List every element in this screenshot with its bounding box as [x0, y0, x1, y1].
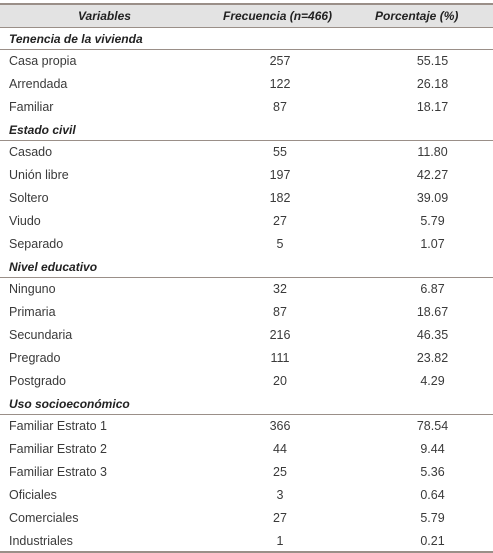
row-frequency: 32: [273, 282, 287, 296]
table-row: Postgrado 20 4.29: [0, 370, 493, 393]
row-frequency: 3: [276, 488, 284, 502]
row-label: Oficiales: [9, 488, 57, 502]
table-row: Familiar Estrato 2 44 9.44: [0, 438, 493, 461]
table-row: Oficiales 3 0.64: [0, 484, 493, 507]
row-percentage: 0.21: [420, 534, 445, 548]
section-title: Tenencia de la vivienda: [9, 32, 143, 46]
row-label: Pregrado: [9, 351, 61, 365]
row-percentage: 18.17: [416, 100, 449, 114]
table-row: Soltero 182 39.09: [0, 187, 493, 210]
row-label: Familiar Estrato 2: [9, 442, 107, 456]
row-label: Casado: [9, 145, 53, 159]
section-header: Estado civil: [0, 119, 493, 141]
section-title: Estado civil: [9, 123, 76, 137]
row-frequency: 5: [276, 237, 284, 251]
table-row: Secundaria 216 46.35: [0, 324, 493, 347]
row-frequency: 20: [273, 374, 287, 388]
section-header: Nivel educativo: [0, 256, 493, 278]
row-label: Ninguno: [9, 282, 56, 296]
row-frequency: 216: [269, 328, 291, 342]
header-percentage: Porcentaje (%): [375, 9, 459, 23]
table-row: Familiar Estrato 1 366 78.54: [0, 415, 493, 438]
row-frequency: 87: [273, 100, 287, 114]
row-frequency: 87: [273, 305, 287, 319]
row-frequency: 27: [273, 511, 287, 525]
row-frequency: 111: [270, 351, 290, 365]
row-frequency: 182: [269, 191, 291, 205]
row-frequency: 257: [269, 54, 291, 68]
table-row: Familiar 87 18.17: [0, 96, 493, 119]
table-row: Comerciales 27 5.79: [0, 507, 493, 530]
row-label: Industriales: [9, 534, 73, 548]
row-percentage: 26.18: [416, 77, 449, 91]
table-row: Separado 5 1.07: [0, 233, 493, 256]
header-frequency: Frecuencia (n=466): [223, 9, 333, 23]
row-percentage: 39.09: [416, 191, 449, 205]
row-percentage: 5.79: [420, 511, 445, 525]
row-percentage: 6.87: [420, 282, 445, 296]
row-frequency: 27: [273, 214, 287, 228]
row-label: Familiar Estrato 3: [9, 465, 107, 479]
row-percentage: 9.44: [420, 442, 445, 456]
row-label: Soltero: [9, 191, 49, 205]
row-frequency: 25: [273, 465, 287, 479]
table-row: Pregrado 111 23.82: [0, 347, 493, 370]
row-percentage: 5.79: [420, 214, 445, 228]
table-row: Casa propia 257 55.15: [0, 50, 493, 73]
row-percentage: 4.29: [420, 374, 445, 388]
table-row: Ninguno 32 6.87: [0, 278, 493, 301]
table-row: Unión libre 197 42.27: [0, 164, 493, 187]
row-frequency: 122: [269, 77, 291, 91]
table-header: Variables Frecuencia (n=466) Porcentaje …: [0, 3, 493, 28]
row-percentage: 0.64: [420, 488, 445, 502]
row-label: Comerciales: [9, 511, 79, 525]
table-row: Viudo 27 5.79: [0, 210, 493, 233]
row-label: Casa propia: [9, 54, 77, 68]
header-variables: Variables: [78, 9, 131, 23]
row-frequency: 55: [273, 145, 287, 159]
row-frequency: 1: [276, 534, 284, 548]
row-label: Primaria: [9, 305, 56, 319]
row-percentage: 23.82: [416, 351, 449, 365]
table-row: Arrendada 122 26.18: [0, 73, 493, 96]
section-header: Tenencia de la vivienda: [0, 28, 493, 50]
row-label: Separado: [9, 237, 64, 251]
row-label: Unión libre: [9, 168, 69, 182]
section-header: Uso socioeconómico: [0, 393, 493, 415]
row-frequency: 197: [269, 168, 291, 182]
row-frequency: 44: [273, 442, 287, 456]
table-row: Familiar Estrato 3 25 5.36: [0, 461, 493, 484]
row-percentage: 42.27: [416, 168, 449, 182]
row-label: Arrendada: [9, 77, 68, 91]
row-percentage: 78.54: [416, 419, 449, 433]
row-frequency: 366: [269, 419, 291, 433]
row-percentage: 11.80: [417, 145, 448, 159]
table-body: Tenencia de la vivienda Casa propia 257 55.…: [0, 28, 493, 553]
row-percentage: 55.15: [416, 54, 449, 68]
table-row: Primaria 87 18.67: [0, 301, 493, 324]
section-title: Nivel educativo: [9, 260, 98, 274]
row-percentage: 18.67: [416, 305, 449, 319]
row-percentage: 1.07: [420, 237, 445, 251]
row-label: Familiar: [9, 100, 54, 114]
row-label: Viudo: [9, 214, 41, 228]
row-label: Familiar Estrato 1: [9, 419, 107, 433]
row-label: Secundaria: [9, 328, 73, 342]
data-table: Variables Frecuencia (n=466) Porcentaje …: [0, 3, 493, 553]
row-percentage: 46.35: [416, 328, 449, 342]
table-row: Casado 55 11.80: [0, 141, 493, 164]
row-percentage: 5.36: [420, 465, 445, 479]
row-label: Postgrado: [9, 374, 66, 388]
section-title: Uso socioeconómico: [9, 397, 130, 411]
